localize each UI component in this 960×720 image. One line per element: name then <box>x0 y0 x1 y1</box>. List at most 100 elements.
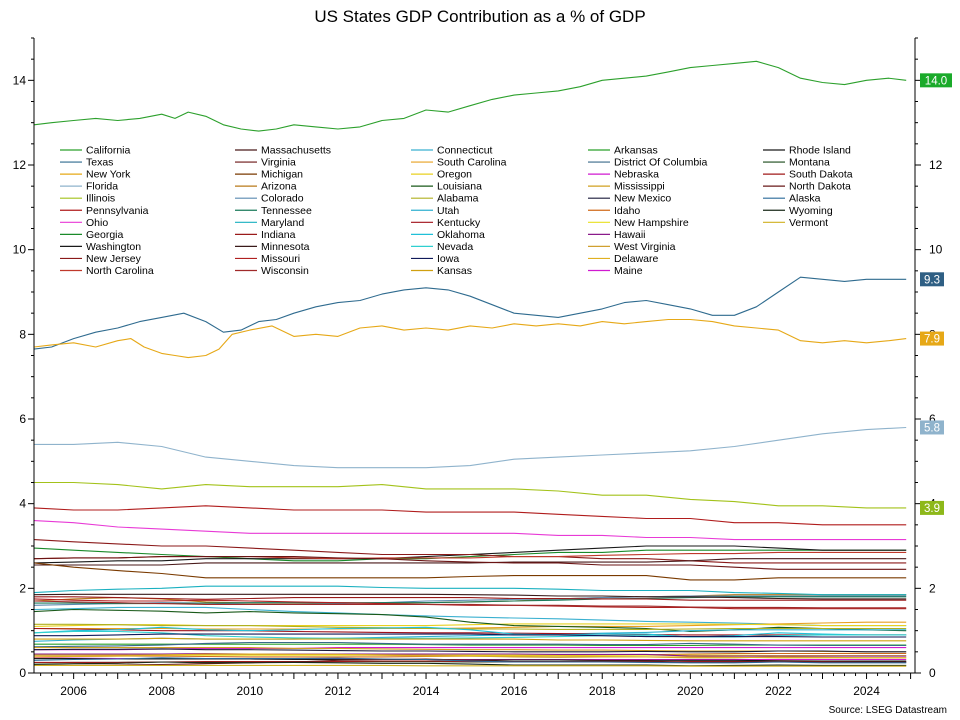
legend-label: Rhode Island <box>789 145 851 157</box>
legend-label: Wyoming <box>789 205 833 217</box>
series-line-massachusetts <box>34 558 907 566</box>
legend-label: North Dakota <box>789 181 851 193</box>
series-line-missouri <box>33 598 907 610</box>
legend-label: Texas <box>86 157 113 169</box>
legend-label: Oklahoma <box>437 229 485 241</box>
y-tick-label-right: 0 <box>929 666 936 680</box>
legend-label: Utah <box>437 205 459 217</box>
legend-label: Connecticut <box>437 145 493 157</box>
series-line-oregon <box>33 623 907 627</box>
y-tick-label-right: 2 <box>929 581 936 595</box>
series-line-new-jersey <box>33 539 907 564</box>
legend-label: South Carolina <box>437 157 507 169</box>
legend-label: Nebraska <box>614 169 659 181</box>
legend-label: Massachusetts <box>261 145 331 157</box>
y-tick-label-right: 10 <box>929 243 943 257</box>
series-line-wisconsin <box>33 600 907 609</box>
legend-label: Florida <box>86 181 118 193</box>
series-line-delaware <box>33 653 907 659</box>
series-line-kansas <box>34 637 907 642</box>
series-line-minnesota <box>33 593 907 600</box>
axes-layer: 0246810121402468101220062008201020122014… <box>13 37 943 698</box>
series-line-virginia <box>33 556 907 570</box>
series-line-texas <box>33 276 907 350</box>
end-value-badge <box>920 420 944 435</box>
legend-label: Colorado <box>261 193 304 205</box>
x-tick-label: 2022 <box>765 684 792 698</box>
x-tick-label: 2008 <box>148 684 175 698</box>
x-tick-label: 2014 <box>413 684 440 698</box>
legend-label: Iowa <box>437 253 459 265</box>
series-line-north-carolina <box>33 551 907 560</box>
series-line-illinois <box>34 481 907 509</box>
legend-label: California <box>86 145 131 157</box>
legend-label: West Virginia <box>614 241 676 253</box>
legend-label: Pennsylvania <box>86 205 149 217</box>
end-value-badge <box>920 500 944 515</box>
x-tick-label: 2018 <box>589 684 616 698</box>
end-value-badge <box>920 272 944 287</box>
legend-label: Minnesota <box>261 241 310 253</box>
series-line-iowa <box>34 633 907 638</box>
series-line-hawaii <box>34 652 907 657</box>
legend-label: Vermont <box>789 217 828 229</box>
legend-label: New Mexico <box>614 193 671 205</box>
legend-label: Montana <box>789 157 830 169</box>
series-line-oklahoma <box>33 626 907 638</box>
end-value-badge <box>920 73 952 88</box>
legend-label: Oregon <box>437 169 472 181</box>
legend-label: New Jersey <box>86 253 142 265</box>
legend-label: North Carolina <box>86 265 154 277</box>
series-line-connecticut <box>33 606 907 627</box>
legend-label: Washington <box>86 241 141 253</box>
series-line-florida <box>34 426 907 469</box>
legend-label: Alaska <box>789 193 821 205</box>
end-value-label: 9.3 <box>924 274 940 286</box>
legend-label: Mississippi <box>614 181 665 193</box>
end-value-label: 5.8 <box>924 422 940 434</box>
legend-label: Louisiana <box>437 181 482 193</box>
legend-label: Michigan <box>261 169 303 181</box>
series-line-district-of-columbia <box>33 641 907 648</box>
legend-label: Idaho <box>614 205 640 217</box>
legend-label: New York <box>86 169 131 181</box>
x-tick-label: 2010 <box>236 684 263 698</box>
legend-label: Arizona <box>261 181 297 193</box>
legend-label: Arkansas <box>614 145 658 157</box>
legend-label: South Dakota <box>789 169 853 181</box>
series-line-alabama <box>34 623 907 630</box>
series-line-maryland <box>33 585 907 596</box>
y-tick-label-left: 14 <box>13 73 27 87</box>
legend-label: Hawaii <box>614 229 646 241</box>
legend-label: Alabama <box>437 193 479 205</box>
legend-label: Georgia <box>86 229 124 241</box>
x-tick-label: 2020 <box>677 684 704 698</box>
legend-label: Kentucky <box>437 217 481 229</box>
series-line-georgia <box>33 547 907 562</box>
chart-title: US States GDP Contribution as a % of GDP <box>314 7 645 26</box>
x-tick-label: 2016 <box>501 684 528 698</box>
series-layer <box>33 60 907 667</box>
series-line-indiana <box>34 596 907 601</box>
legend-label: Virginia <box>261 157 296 169</box>
legend-label: Delaware <box>614 253 659 265</box>
y-tick-label-left: 2 <box>19 581 26 595</box>
end-value-label: 3.9 <box>924 503 940 515</box>
x-tick-label: 2012 <box>325 684 352 698</box>
end-value-labels: 14.0 9.3 7.9 5.8 3.9 <box>920 73 952 515</box>
legend-label: Missouri <box>261 253 300 265</box>
series-line-kentucky <box>33 627 907 636</box>
legend-label: New Hampshire <box>614 217 689 229</box>
series-line-pennsylvania <box>33 505 907 526</box>
end-value-label: 14.0 <box>925 75 947 87</box>
y-tick-label-right: 12 <box>929 158 943 172</box>
x-tick-label: 2006 <box>60 684 87 698</box>
series-line-wyoming <box>33 661 907 667</box>
legend-label: Indiana <box>261 229 296 241</box>
y-tick-label-left: 10 <box>13 243 27 257</box>
series-line-ohio <box>33 520 907 541</box>
legend-label: Kansas <box>437 265 472 277</box>
series-line-michigan <box>33 562 907 581</box>
